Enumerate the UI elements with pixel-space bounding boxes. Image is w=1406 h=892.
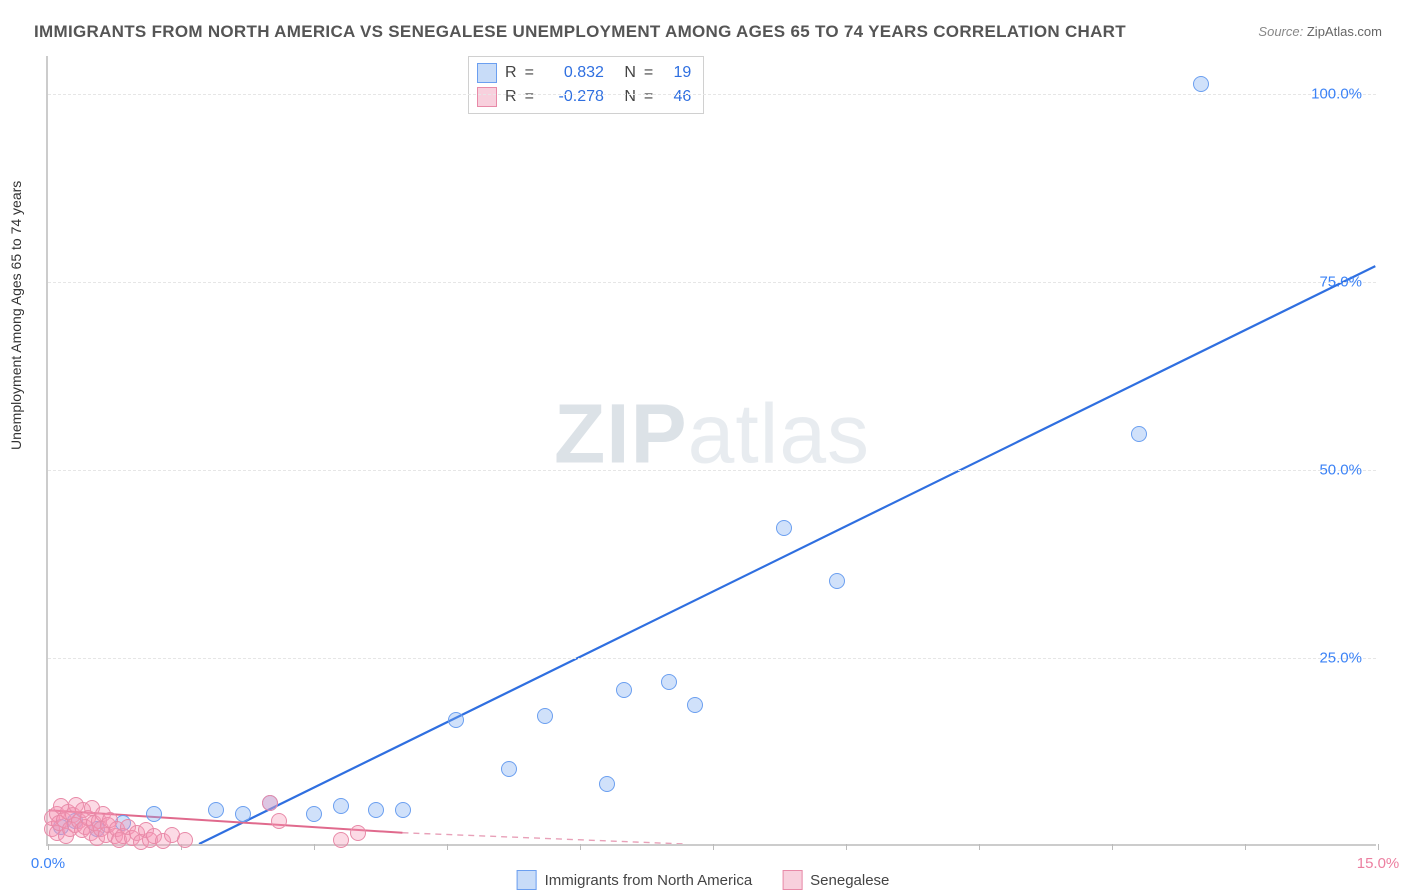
y-tick-label: 50.0% [1319, 461, 1362, 478]
stats-row-sn: R = -0.278 N = 46 [477, 85, 691, 109]
data-point-na [616, 682, 632, 698]
data-point-na [776, 520, 792, 536]
chart-title: IMMIGRANTS FROM NORTH AMERICA VS SENEGAL… [34, 22, 1126, 42]
data-point-na [333, 798, 349, 814]
legend-item-na: Immigrants from North America [517, 870, 753, 890]
gridline [48, 470, 1376, 471]
data-point-sn [271, 813, 287, 829]
data-point-na [395, 802, 411, 818]
legend-bottom: Immigrants from North America Senegalese [517, 870, 890, 890]
n-label: N [624, 88, 636, 106]
data-point-na [599, 776, 615, 792]
source-value: ZipAtlas.com [1307, 24, 1382, 39]
watermark: ZIPatlas [554, 386, 870, 483]
x-tick-mark [846, 844, 847, 850]
watermark-part2: atlas [688, 387, 870, 481]
swatch-na [477, 63, 497, 83]
x-tick-mark [1378, 844, 1379, 850]
source-label: Source: [1258, 24, 1303, 39]
stats-row-na: R = 0.832 N = 19 [477, 61, 691, 85]
r-value-sn: -0.278 [542, 88, 604, 106]
gridline [48, 282, 1376, 283]
legend-label-na: Immigrants from North America [545, 872, 753, 889]
legend-label-sn: Senegalese [810, 872, 889, 889]
x-tick-label: 15.0% [1357, 855, 1400, 872]
correlation-stats-box: R = 0.832 N = 19 R = -0.278 N = 46 [468, 56, 704, 114]
x-tick-mark [1245, 844, 1246, 850]
x-tick-mark [713, 844, 714, 850]
x-tick-label: 0.0% [31, 855, 65, 872]
watermark-part1: ZIP [554, 387, 688, 481]
data-point-na [368, 802, 384, 818]
n-value-na: 19 [661, 64, 691, 82]
eq: = [525, 88, 534, 106]
r-label: R [505, 64, 517, 82]
data-point-na [501, 761, 517, 777]
r-value-na: 0.832 [542, 64, 604, 82]
data-point-sn [262, 795, 278, 811]
data-point-na [829, 573, 845, 589]
y-tick-label: 100.0% [1311, 85, 1362, 102]
y-tick-label: 75.0% [1319, 273, 1362, 290]
n-value-sn: 46 [661, 88, 691, 106]
legend-swatch-sn [782, 870, 802, 890]
x-tick-mark [314, 844, 315, 850]
source-attribution: Source: ZipAtlas.com [1258, 24, 1382, 39]
data-point-na [537, 708, 553, 724]
gridline [48, 658, 1376, 659]
x-tick-mark [580, 844, 581, 850]
x-tick-mark [447, 844, 448, 850]
eq: = [644, 64, 653, 82]
data-point-na [146, 806, 162, 822]
data-point-na [448, 712, 464, 728]
legend-item-sn: Senegalese [782, 870, 889, 890]
data-point-na [235, 806, 251, 822]
data-point-sn [177, 832, 193, 848]
swatch-sn [477, 87, 497, 107]
x-tick-mark [979, 844, 980, 850]
y-axis-label: Unemployment Among Ages 65 to 74 years [8, 181, 24, 450]
data-point-na [208, 802, 224, 818]
r-label: R [505, 88, 517, 106]
eq: = [525, 64, 534, 82]
data-point-na [1131, 426, 1147, 442]
data-point-na [1193, 76, 1209, 92]
eq: = [644, 88, 653, 106]
trendlines-svg [48, 56, 1376, 844]
data-point-sn [350, 825, 366, 841]
gridline [48, 94, 1376, 95]
data-point-na [687, 697, 703, 713]
scatter-plot-area: ZIPatlas R = 0.832 N = 19 R = -0.278 N =… [46, 56, 1376, 846]
x-tick-mark [48, 844, 49, 850]
data-point-na [306, 806, 322, 822]
data-point-na [661, 674, 677, 690]
y-tick-label: 25.0% [1319, 649, 1362, 666]
legend-swatch-na [517, 870, 537, 890]
x-tick-mark [1112, 844, 1113, 850]
data-point-sn [333, 832, 349, 848]
n-label: N [624, 64, 636, 82]
